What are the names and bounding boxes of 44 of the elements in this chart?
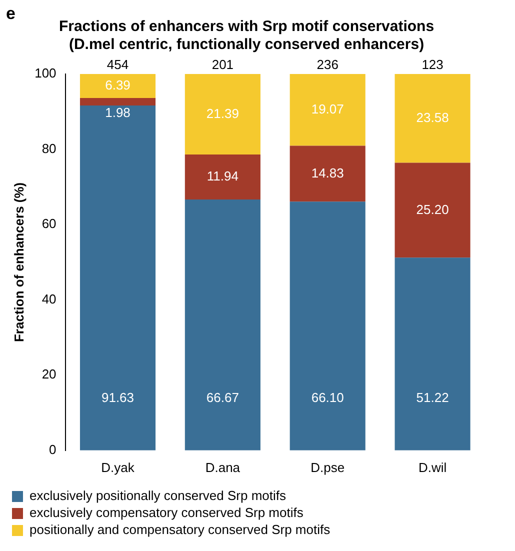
legend-label: positionally and compensatory conserved Srp motifs (30, 522, 331, 538)
data-label: 14.83 (311, 165, 344, 180)
annotation: 454 (106, 57, 129, 72)
chart-title: Fractions of enhancers with Srp motif conservations (D.mel centric, functionally conserved enhancers) (58, 18, 434, 54)
x-tick-label: D.pse (310, 460, 345, 475)
bar (184, 74, 260, 155)
annotation: 201 (212, 57, 234, 72)
data-label: 23.58 (416, 110, 449, 125)
legend-label: exclusively positionally conserved Srp motifs (30, 488, 286, 504)
data-label: 21.39 (206, 106, 239, 121)
data-label: 66.67 (206, 390, 239, 405)
bar (394, 258, 470, 450)
x-tick-label: D.yak (101, 460, 135, 475)
y-tick-label: 0 (49, 442, 56, 457)
data-label: 19.07 (311, 101, 344, 116)
data-label: 91.63 (101, 390, 134, 405)
data-label: 25.20 (416, 202, 449, 217)
x-tick-label: D.ana (205, 460, 241, 475)
legend-label: exclusively compensatory conserved Srp motifs (30, 505, 304, 520)
y-tick-label: 80 (42, 140, 56, 156)
data-label: 11.94 (206, 168, 238, 184)
bar (80, 98, 156, 106)
data-label: 1.98 (105, 105, 130, 120)
bar (394, 74, 470, 163)
y-tick-label: 40 (42, 291, 56, 306)
data-label: 6.39 (105, 78, 130, 93)
text: e (6, 4, 16, 24)
y-tick-label: 20 (42, 366, 56, 382)
bar (290, 74, 366, 146)
bar (290, 202, 366, 450)
bar (184, 154, 260, 200)
y-tick-label: 100 (34, 66, 56, 81)
x-tick-label: D.wil (418, 460, 447, 475)
bar (80, 106, 156, 450)
data-label: 66.10 (311, 390, 344, 405)
annotation: 123 (422, 57, 444, 72)
bar (290, 146, 366, 202)
data-label: 51.22 (416, 390, 449, 405)
y-tick-label: 60 (42, 216, 56, 232)
bar (394, 162, 470, 258)
y-axis-title: Fraction of enhancers (%) (11, 182, 26, 342)
bar (80, 74, 156, 98)
bar (184, 199, 260, 450)
annotation: 236 (316, 57, 338, 72)
